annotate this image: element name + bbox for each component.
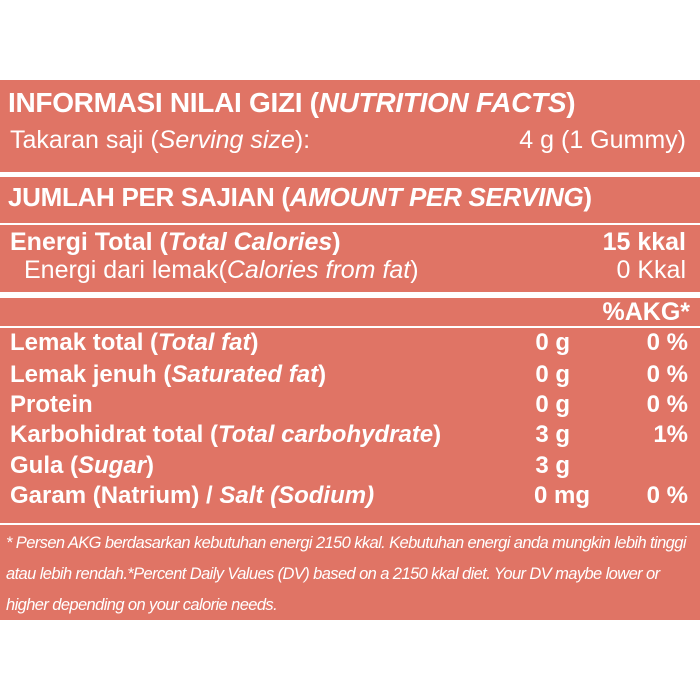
title-close: )	[566, 87, 576, 118]
akg-header: %AKG*	[602, 298, 690, 326]
nutrient-amount: 3 g	[535, 421, 570, 448]
title-en: NUTRITION FACTS	[318, 87, 567, 118]
amount-per-serving-heading: JUMLAH PER SAJIAN (AMOUNT PER SERVING)	[8, 182, 592, 213]
nutrient-label: Protein	[10, 391, 93, 419]
nutrient-amount: 0 mg	[533, 482, 590, 509]
nutrient-label-id: Garam (Natrium) /	[10, 482, 220, 509]
thick-divider	[0, 172, 700, 177]
energy-label-close: )	[332, 228, 341, 256]
nutrient-label-en: Sugar	[78, 452, 147, 479]
amount-label-en: AMOUNT PER SERVING	[289, 182, 584, 212]
divider	[0, 223, 700, 225]
footnote: * Persen AKG berdasarkan kebutuhan energ…	[6, 534, 687, 614]
fat-energy-label: Energi dari lemak(Calories from fat)	[24, 256, 419, 285]
energy-label-id: Energi Total (	[10, 228, 168, 256]
nutrient-amount: 0 g	[535, 391, 570, 418]
nutrient-label: Garam (Natrium) / Salt (Sodium)	[10, 482, 374, 510]
serving-size-label: Takaran saji (Serving size):	[10, 126, 310, 155]
nutrition-title: INFORMASI NILAI GIZI (NUTRITION FACTS)	[8, 87, 576, 119]
nutrient-percent: 0 %	[646, 482, 688, 509]
nutrient-amount: 0 g	[535, 361, 570, 388]
divider	[0, 523, 700, 525]
fat-energy-label-en: Calories from fat	[226, 256, 411, 284]
amount-label-close: )	[583, 182, 592, 212]
nutrient-label: Lemak jenuh (Saturated fat)	[10, 361, 326, 389]
nutrient-percent: 0 %	[646, 391, 688, 418]
nutrient-label-id: Lemak total (	[10, 329, 159, 356]
fat-energy-label-close: )	[410, 256, 419, 284]
nutrient-percent: 0 %	[646, 329, 688, 356]
nutrient-label-close: )	[433, 421, 442, 448]
nutrient-label-en: Total carbohydrate	[218, 421, 434, 448]
amount-label-id: JUMLAH PER SAJIAN (	[8, 182, 290, 212]
nutrient-label-close: )	[318, 361, 327, 388]
serving-label-id: Takaran saji (	[10, 126, 159, 154]
serving-size-value: 4 g (1 Gummy)	[519, 126, 686, 154]
nutrient-label: Gula (Sugar)	[10, 452, 154, 480]
nutrient-label-id: Protein	[10, 391, 93, 418]
nutrient-label-en: Total fat	[158, 329, 251, 356]
nutrient-label: Lemak total (Total fat)	[10, 329, 258, 357]
thick-divider	[0, 292, 700, 298]
nutrient-label-en: Salt (Sodium)	[219, 482, 375, 509]
divider	[0, 326, 700, 328]
nutrient-amount: 3 g	[535, 452, 570, 479]
energy-value: 15 kkal	[602, 228, 686, 256]
nutrition-facts-panel: INFORMASI NILAI GIZI (NUTRITION FACTS) T…	[0, 80, 700, 620]
nutrient-label-close: )	[250, 329, 259, 356]
nutrient-label-id: Karbohidrat total (	[10, 421, 218, 448]
nutrient-label: Karbohidrat total (Total carbohydrate)	[10, 421, 441, 449]
nutrient-percent: 0 %	[646, 361, 688, 388]
nutrient-percent: 1%	[653, 421, 688, 448]
nutrient-label-id: Gula (	[10, 452, 79, 479]
title-id: INFORMASI NILAI GIZI (	[8, 87, 319, 118]
fat-energy-value: 0 Kkal	[616, 256, 686, 284]
serving-label-en: Serving size	[158, 126, 295, 154]
fat-energy-label-id: Energi dari lemak(	[24, 256, 227, 284]
energy-label: Energi Total (Total Calories)	[10, 228, 341, 257]
energy-label-en: Total Calories	[167, 228, 333, 256]
nutrient-amount: 0 g	[535, 329, 570, 356]
nutrient-label-close: )	[146, 452, 155, 479]
nutrient-label-en: Saturated fat	[171, 361, 319, 388]
serving-label-close: ):	[294, 126, 311, 154]
nutrient-label-id: Lemak jenuh (	[10, 361, 172, 388]
